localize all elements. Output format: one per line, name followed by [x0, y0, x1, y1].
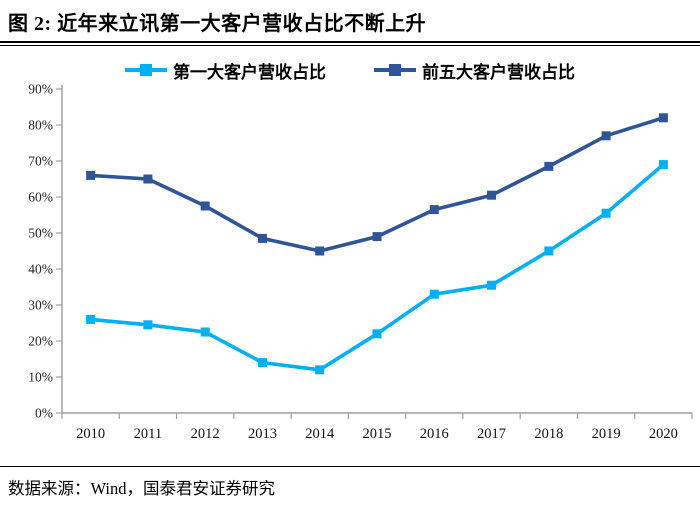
svg-text:2012: 2012: [191, 426, 220, 442]
svg-text:2019: 2019: [592, 426, 621, 442]
svg-text:50%: 50%: [28, 226, 53, 241]
svg-text:30%: 30%: [28, 298, 53, 313]
svg-text:2018: 2018: [534, 426, 563, 442]
figure-header: 图 2: 近年来立讯第一大客户营收占比不断上升: [0, 0, 700, 41]
legend-label-series2: 前五大客户营收占比: [422, 62, 575, 82]
svg-text:2013: 2013: [248, 426, 277, 442]
legend-label-series1: 第一大客户营收占比: [173, 62, 326, 82]
svg-text:60%: 60%: [28, 190, 53, 205]
svg-text:20%: 20%: [28, 334, 53, 349]
svg-text:90%: 90%: [28, 83, 53, 97]
svg-text:2017: 2017: [477, 426, 506, 442]
chart-legend: 第一大客户营收占比 前五大客户营收占比: [0, 58, 700, 83]
svg-text:80%: 80%: [28, 118, 53, 133]
header-divider-thin: [0, 45, 700, 46]
svg-text:2011: 2011: [134, 426, 162, 442]
svg-text:40%: 40%: [28, 262, 53, 277]
header-divider-gap: [0, 43, 700, 45]
svg-text:2014: 2014: [305, 426, 335, 442]
svg-text:2015: 2015: [363, 426, 392, 442]
header-divider-thick: [0, 41, 700, 43]
svg-text:70%: 70%: [28, 154, 53, 169]
figure-title: 图 2: 近年来立讯第一大客户营收占比不断上升: [8, 13, 427, 35]
svg-text:2010: 2010: [76, 426, 105, 442]
legend-item-series1: 第一大客户营收占比: [125, 58, 326, 83]
svg-text:2016: 2016: [420, 426, 449, 442]
series2-marker-icon: [374, 64, 416, 76]
svg-text:0%: 0%: [35, 406, 53, 421]
series1-marker-icon: [125, 64, 167, 76]
svg-text:10%: 10%: [28, 370, 53, 385]
figure-footer: 数据来源：Wind，国泰君安证券研究: [0, 467, 700, 499]
svg-text:2020: 2020: [649, 426, 678, 442]
data-source: 数据来源：Wind，国泰君安证券研究: [8, 479, 275, 498]
legend-item-series2: 前五大客户营收占比: [374, 58, 575, 83]
line-chart: 0% 10% 20% 30% 40% 50% 60% 70% 80% 90% 2010 2011 201…: [28, 83, 693, 442]
footer-divider: [0, 466, 700, 467]
